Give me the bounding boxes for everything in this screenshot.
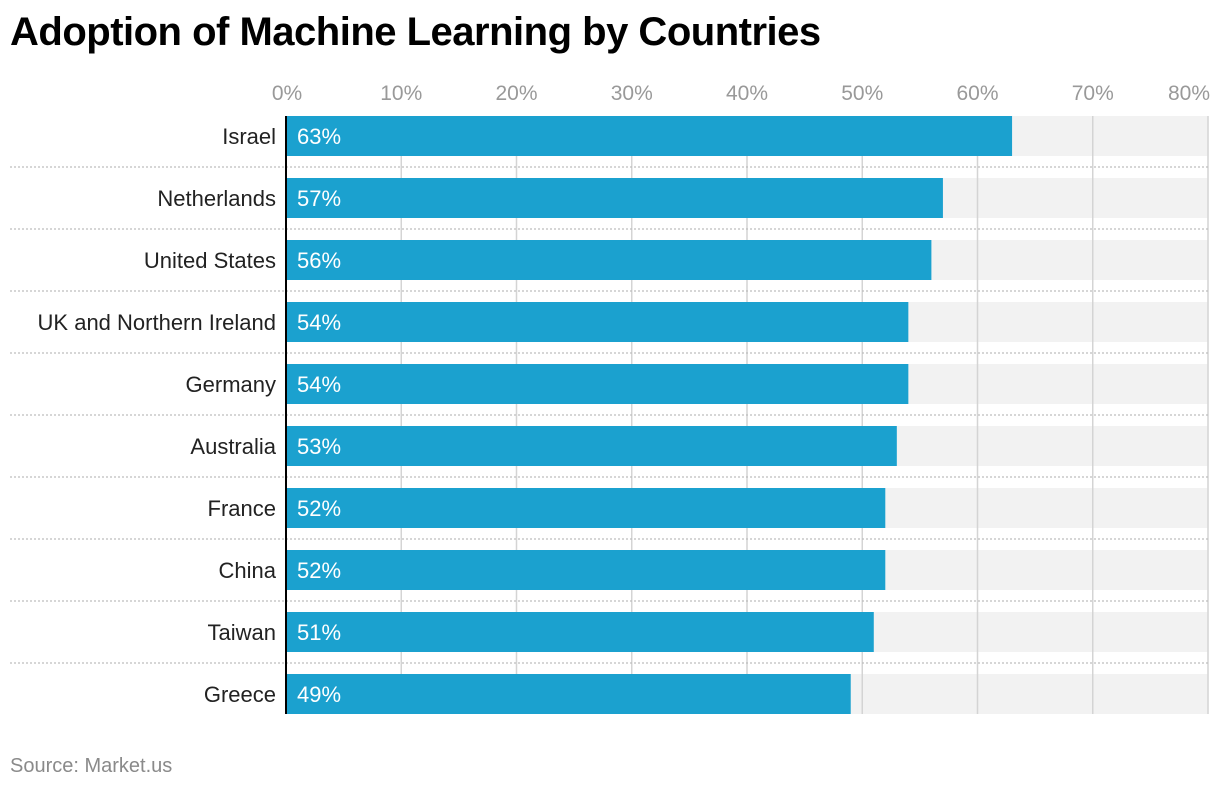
bar — [286, 674, 851, 714]
bar — [286, 550, 886, 590]
value-label: 54% — [297, 310, 341, 335]
tick-label: 20% — [495, 82, 537, 105]
category-label: Netherlands — [157, 186, 276, 211]
bar — [286, 302, 909, 342]
tick-label: 30% — [611, 82, 653, 105]
category-label: UK and Northern Ireland — [38, 310, 276, 335]
bar — [286, 364, 909, 404]
tick-label: 70% — [1072, 82, 1114, 105]
value-label: 53% — [297, 434, 341, 459]
tick-label: 0% — [272, 82, 302, 105]
value-label: 63% — [297, 124, 341, 149]
value-label: 52% — [297, 496, 341, 521]
category-label: Australia — [190, 434, 276, 459]
category-label: Israel — [222, 124, 276, 149]
category-label: United States — [144, 248, 276, 273]
value-label: 57% — [297, 186, 341, 211]
category-label: France — [208, 496, 276, 521]
chart-title: Adoption of Machine Learning by Countrie… — [10, 10, 821, 54]
bar — [286, 178, 943, 218]
tick-label: 60% — [956, 82, 998, 105]
source-note: Source: Market.us — [10, 755, 173, 777]
value-label: 56% — [297, 248, 341, 273]
value-label: 52% — [297, 558, 341, 583]
bar — [286, 240, 932, 280]
value-label: 51% — [297, 620, 341, 645]
value-label: 54% — [297, 372, 341, 397]
tick-label: 80% — [1168, 82, 1210, 105]
category-label: Taiwan — [208, 620, 276, 645]
tick-label: 10% — [380, 82, 422, 105]
tick-label: 50% — [841, 82, 883, 105]
bar — [286, 116, 1013, 156]
bar — [286, 488, 886, 528]
tick-label: 40% — [726, 82, 768, 105]
category-label: Greece — [204, 682, 276, 707]
value-label: 49% — [297, 682, 341, 707]
bar — [286, 612, 874, 652]
bar — [286, 426, 897, 466]
category-label: Germany — [186, 372, 276, 397]
category-label: China — [219, 558, 277, 583]
